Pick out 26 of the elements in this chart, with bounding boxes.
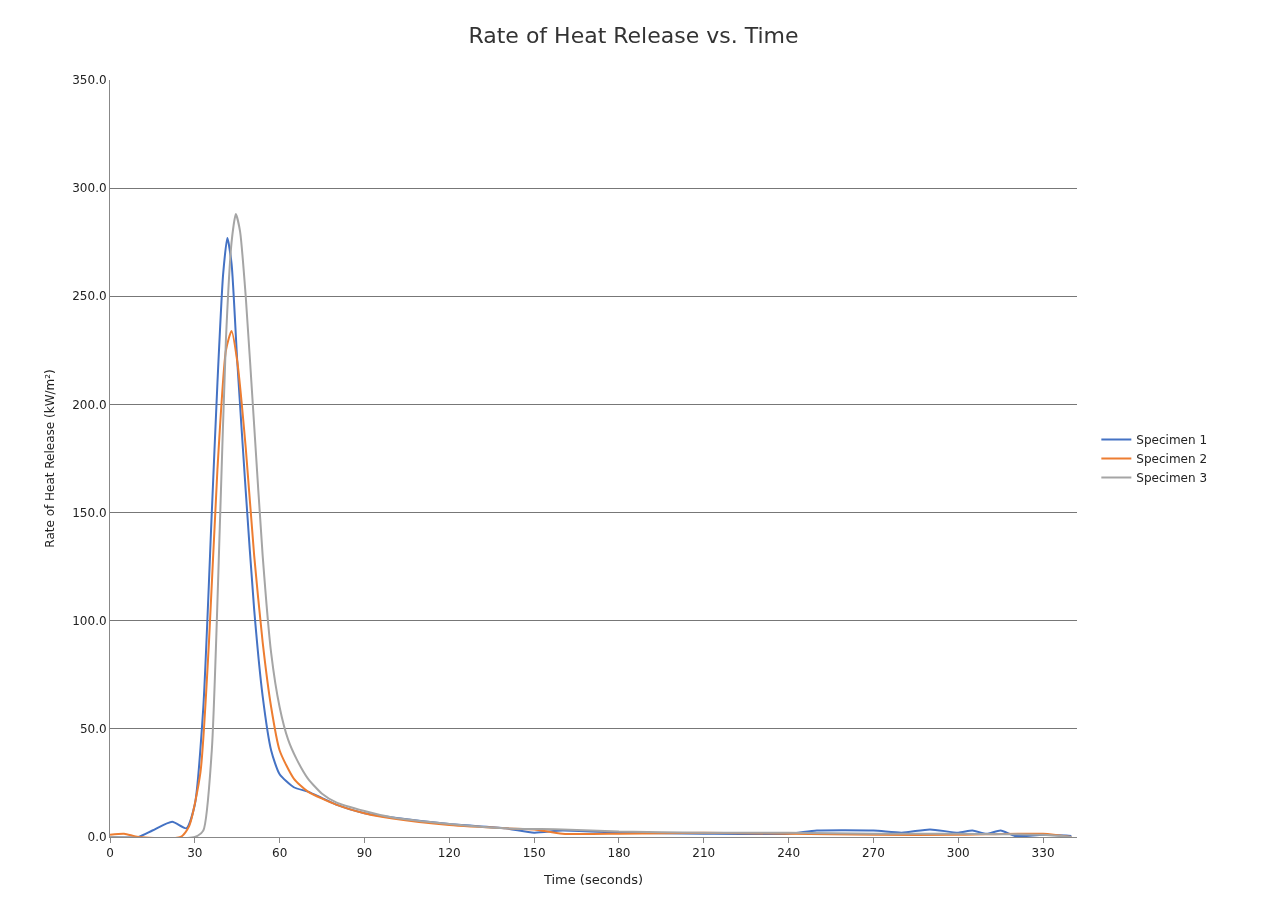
y-tick-label: 200.0: [72, 397, 107, 412]
x-tick-label: 30: [187, 846, 203, 861]
y-axis-title: Rate of Heat Release (kW/m²): [42, 369, 57, 548]
x-tick-label: 90: [356, 846, 373, 861]
legend-label: Specimen 1: [1136, 433, 1208, 448]
y-tick-label: 300.0: [72, 181, 107, 196]
x-tick-label: 300: [946, 846, 970, 861]
x-tick-label: 0: [106, 846, 114, 861]
x-tick-label: 210: [692, 846, 716, 861]
y-tick-label: 0.0: [87, 830, 107, 845]
y-tick-label: 250.0: [72, 289, 107, 304]
y-tick-label: 350.0: [72, 73, 107, 88]
x-axis-title: Time (seconds): [542, 872, 644, 887]
x-tick-label: 330: [1031, 846, 1055, 861]
y-tick-label: 100.0: [72, 613, 107, 628]
y-tick-label: 150.0: [72, 505, 107, 520]
x-tick-label: 60: [272, 846, 288, 861]
chart-title: Rate of Heat Release vs. Time: [468, 22, 799, 48]
y-tick-label: 50.0: [79, 722, 107, 737]
x-tick-label: 240: [777, 846, 801, 861]
x-tick-label: 150: [522, 846, 546, 861]
legend-label: Specimen 3: [1136, 471, 1208, 486]
x-tick-label: 180: [607, 846, 631, 861]
x-tick-label: 120: [437, 846, 461, 861]
legend-label: Specimen 2: [1136, 452, 1208, 467]
x-tick-label: 270: [861, 846, 885, 861]
